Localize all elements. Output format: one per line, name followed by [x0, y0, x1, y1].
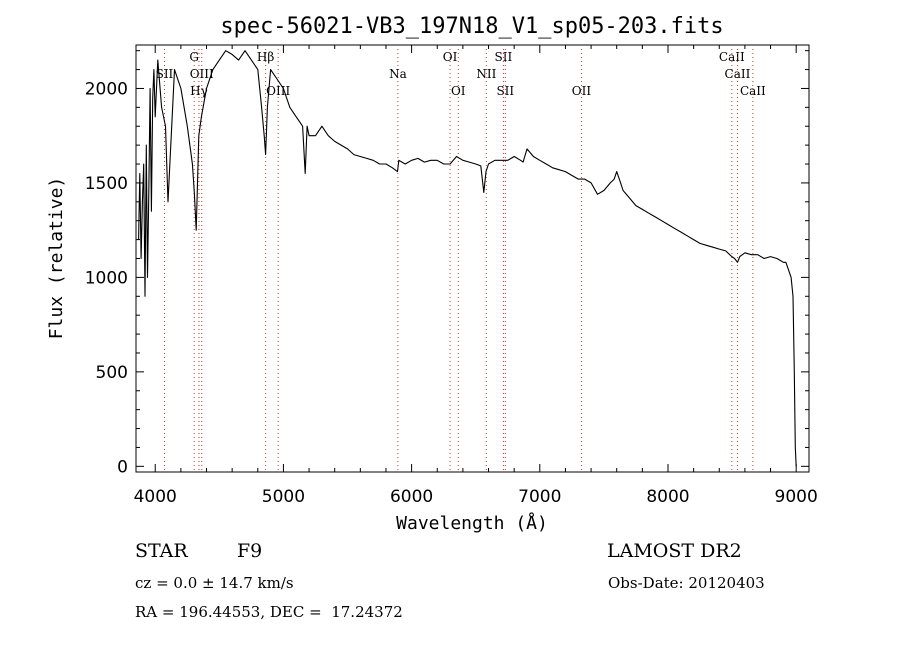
y-tick-label: 2000	[85, 79, 128, 99]
spectral-line-label: OIII	[190, 67, 214, 81]
x-tick-label: 5000	[262, 487, 305, 507]
x-tick-label: 4000	[134, 487, 177, 507]
x-tick-label: 6000	[390, 487, 433, 507]
object-class: STAR	[135, 540, 188, 562]
x-tick-label: 8000	[646, 487, 689, 507]
spectrum-series-line	[138, 50, 797, 467]
y-axis-label: Flux (relative)	[46, 177, 67, 340]
spectral-line-label: CaII	[725, 67, 751, 81]
x-tick-label: 7000	[518, 487, 561, 507]
spectral-line-label: OII	[572, 84, 592, 98]
axis-ticks: 4000 5000 6000 7000 8000 9000 0 500 1000 1500 2000	[85, 45, 818, 507]
y-tick-label: 1000	[85, 268, 128, 288]
x-axis-label: Wavelength (Å)	[396, 512, 548, 534]
spectral-line-label: OI	[451, 84, 466, 98]
spectral-line-label: SII	[156, 67, 174, 81]
y-tick-label: 0	[117, 457, 128, 477]
object-subclass: F9	[237, 540, 263, 562]
redshift-text: cz = 0.0 ± 14.7 km/s	[135, 574, 294, 592]
y-tick-label: 500	[96, 363, 128, 383]
spectral-line-label: G	[189, 50, 199, 64]
spectral-line-label: SII	[496, 84, 514, 98]
spectral-line-label: Na	[389, 67, 407, 81]
spectral-line-label: Hβ	[257, 50, 274, 64]
y-tick-label: 1500	[85, 174, 128, 194]
spectral-line-label: CaII	[740, 84, 766, 98]
plot-frame	[135, 44, 810, 473]
spectral-line-label: CaII	[719, 50, 745, 64]
survey-name: LAMOST DR2	[607, 540, 742, 562]
chart-title: spec-56021-VB3_197N18_V1_sp05-203.fits	[220, 14, 723, 39]
spectral-line-label: NII	[476, 67, 496, 81]
obs-date: Obs-Date: 20120403	[608, 574, 765, 592]
x-tick-label: 9000	[775, 487, 818, 507]
spectral-line-label: Hγ	[190, 84, 208, 98]
spectral-line-label: OIII	[266, 84, 290, 98]
spectral-line-label: SII	[495, 50, 513, 64]
spectral-line-label: OI	[443, 50, 458, 64]
coordinates-text: RA = 196.44553, DEC = 17.24372	[135, 603, 403, 621]
